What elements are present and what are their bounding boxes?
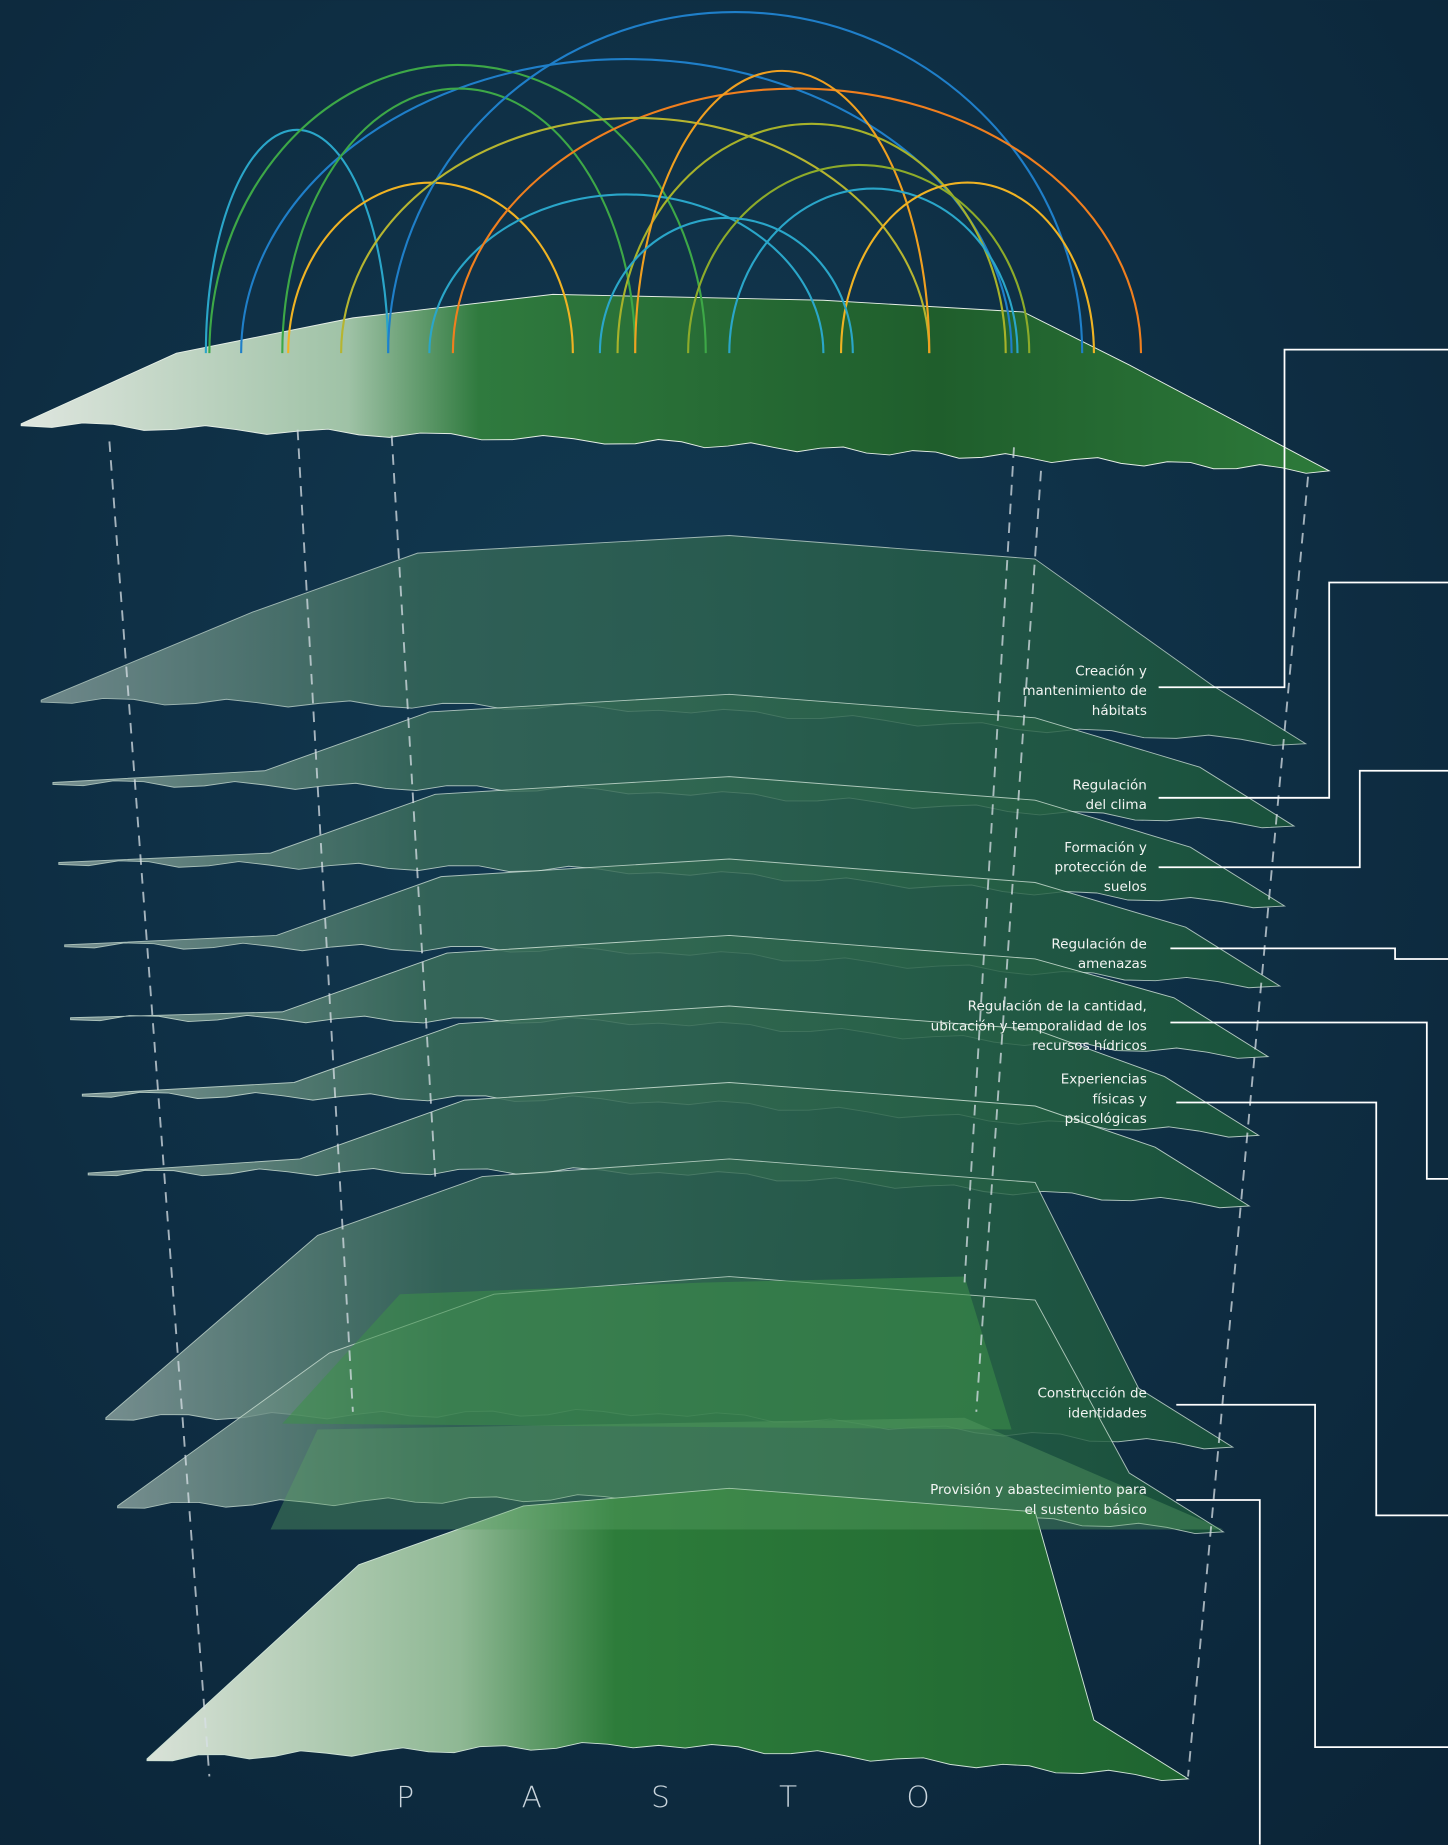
service-labels: Creación y mantenimiento de hábitats Regula… [930, 348, 1448, 1845]
service-label: Experiencias [1061, 1072, 1147, 1088]
terrain-patch [282, 1276, 1012, 1430]
service-label: del clima [1086, 797, 1147, 813]
service-label: el sustento básico [1024, 1502, 1146, 1518]
service-label: protección de [1054, 860, 1146, 876]
dashed-guide [975, 470, 1042, 1412]
service-label: Creación y [1075, 663, 1147, 679]
connection-arc [387, 11, 1084, 354]
service-label: Regulación [1073, 778, 1147, 794]
dashed-guide [296, 429, 354, 1412]
leader-line [1176, 1101, 1448, 1517]
service-label: suelos [1104, 879, 1147, 895]
connection-arc [281, 87, 637, 354]
service-label: Provisión y abastecimiento para [930, 1482, 1147, 1498]
connection-arc [287, 181, 574, 354]
connection-arc [839, 181, 1095, 354]
leader-line [1158, 581, 1448, 799]
service-label: identidades [1068, 1405, 1147, 1421]
service-label: psicológicas [1065, 1111, 1147, 1127]
terrain-layers [20, 293, 1331, 1782]
service-label: recursos hídricos [1032, 1038, 1147, 1054]
connection-arc [208, 63, 707, 354]
service-label: Formación y [1064, 840, 1147, 856]
leader-line [1176, 1499, 1261, 1845]
dashed-guides [108, 429, 1309, 1777]
dashed-guide [1187, 476, 1309, 1777]
service-label: ubicación y temporalidad de los [931, 1018, 1147, 1034]
leader-line [1176, 1403, 1448, 1748]
service-label: Construcción de [1037, 1386, 1146, 1402]
service-label: Regulación de [1051, 936, 1147, 952]
dashed-guide [108, 441, 211, 1777]
leader-line [1158, 769, 1448, 869]
service-label: físicas y [1092, 1091, 1146, 1107]
top-terrain [20, 293, 1331, 474]
leader-line [1170, 947, 1448, 960]
leader-line [1170, 1021, 1448, 1180]
title: PASTO [396, 1780, 1039, 1814]
service-label: amenazas [1078, 956, 1147, 972]
connection-arc [204, 128, 390, 354]
service-label: hábitats [1092, 703, 1147, 719]
connection-arc [340, 116, 931, 354]
connection-arc [451, 87, 1143, 354]
connection-arc [728, 187, 1019, 354]
service-label: mantenimiento de [1022, 683, 1147, 699]
connection-arc [634, 69, 931, 354]
connection-arc [687, 163, 1031, 354]
service-label: Regulación de la cantidad, [968, 999, 1147, 1015]
connection-arcs [204, 11, 1143, 354]
leader-line [1158, 348, 1448, 689]
terrain-patch [270, 1417, 1224, 1530]
dashed-guide [963, 447, 1015, 1283]
terrain-layer [146, 1487, 1190, 1782]
connection-arc [428, 193, 825, 354]
connection-arc [598, 216, 854, 354]
